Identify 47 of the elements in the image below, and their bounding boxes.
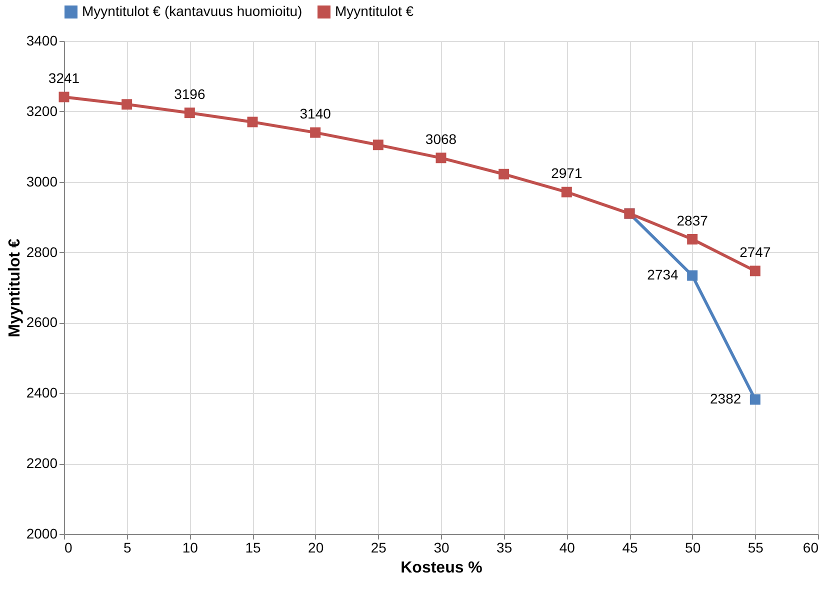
- x-tick-label: 55: [748, 540, 764, 556]
- point: [498, 168, 510, 180]
- x-tick-label: 60: [802, 540, 819, 556]
- y-tick-label: 3200: [26, 102, 58, 119]
- x-tick-label: 10: [182, 540, 198, 556]
- y-tick-label: 2400: [26, 384, 58, 401]
- y-axis-title: Myyntitulot €: [6, 238, 24, 338]
- y-tick-label: 2600: [26, 314, 58, 330]
- y-tick-label: 2200: [26, 455, 58, 472]
- legend-label: Myyntitulot € (kantavuus huomioitu): [82, 3, 302, 19]
- x-tick-label: 35: [496, 540, 512, 556]
- point: [122, 99, 132, 110]
- x-tick-label: 5: [123, 540, 132, 556]
- x-tick-label: 30: [434, 540, 450, 556]
- x-tick-label: 45: [622, 540, 638, 556]
- x-tick-label: 0: [64, 540, 72, 556]
- data-label: 2734: [647, 266, 679, 283]
- y-tick-label: 2800: [26, 244, 58, 260]
- x-tick-label: 40: [559, 540, 576, 556]
- x-tick-label: 25: [370, 540, 387, 556]
- data-label: 2837: [676, 212, 708, 228]
- y-tick-label: 3400: [26, 32, 58, 48]
- data-label: 3196: [174, 86, 206, 102]
- point: [436, 152, 446, 164]
- point: [310, 127, 321, 138]
- data-label: 2971: [551, 165, 582, 182]
- data-label: 2747: [740, 244, 771, 260]
- point: [372, 140, 384, 150]
- y-tick-label: 2000: [26, 526, 58, 542]
- point: [750, 394, 760, 405]
- x-tick-label: 20: [308, 540, 324, 556]
- point: [687, 234, 698, 244]
- x-tick-label: 15: [245, 540, 261, 556]
- data-label: 3068: [425, 130, 457, 147]
- data-label: 3241: [48, 70, 80, 86]
- data-label: 3140: [300, 106, 332, 122]
- point: [184, 108, 195, 118]
- legend-label: Myyntitulot €: [335, 3, 414, 19]
- y-tick-label: 3000: [26, 173, 58, 190]
- point: [58, 92, 70, 102]
- point: [687, 270, 698, 281]
- x-tick-label: 50: [685, 540, 701, 556]
- point: [247, 116, 258, 128]
- x-axis-title: Kosteus %: [400, 560, 482, 576]
- point: [561, 186, 572, 198]
- data-label: 2382: [710, 390, 742, 406]
- point: [750, 266, 760, 276]
